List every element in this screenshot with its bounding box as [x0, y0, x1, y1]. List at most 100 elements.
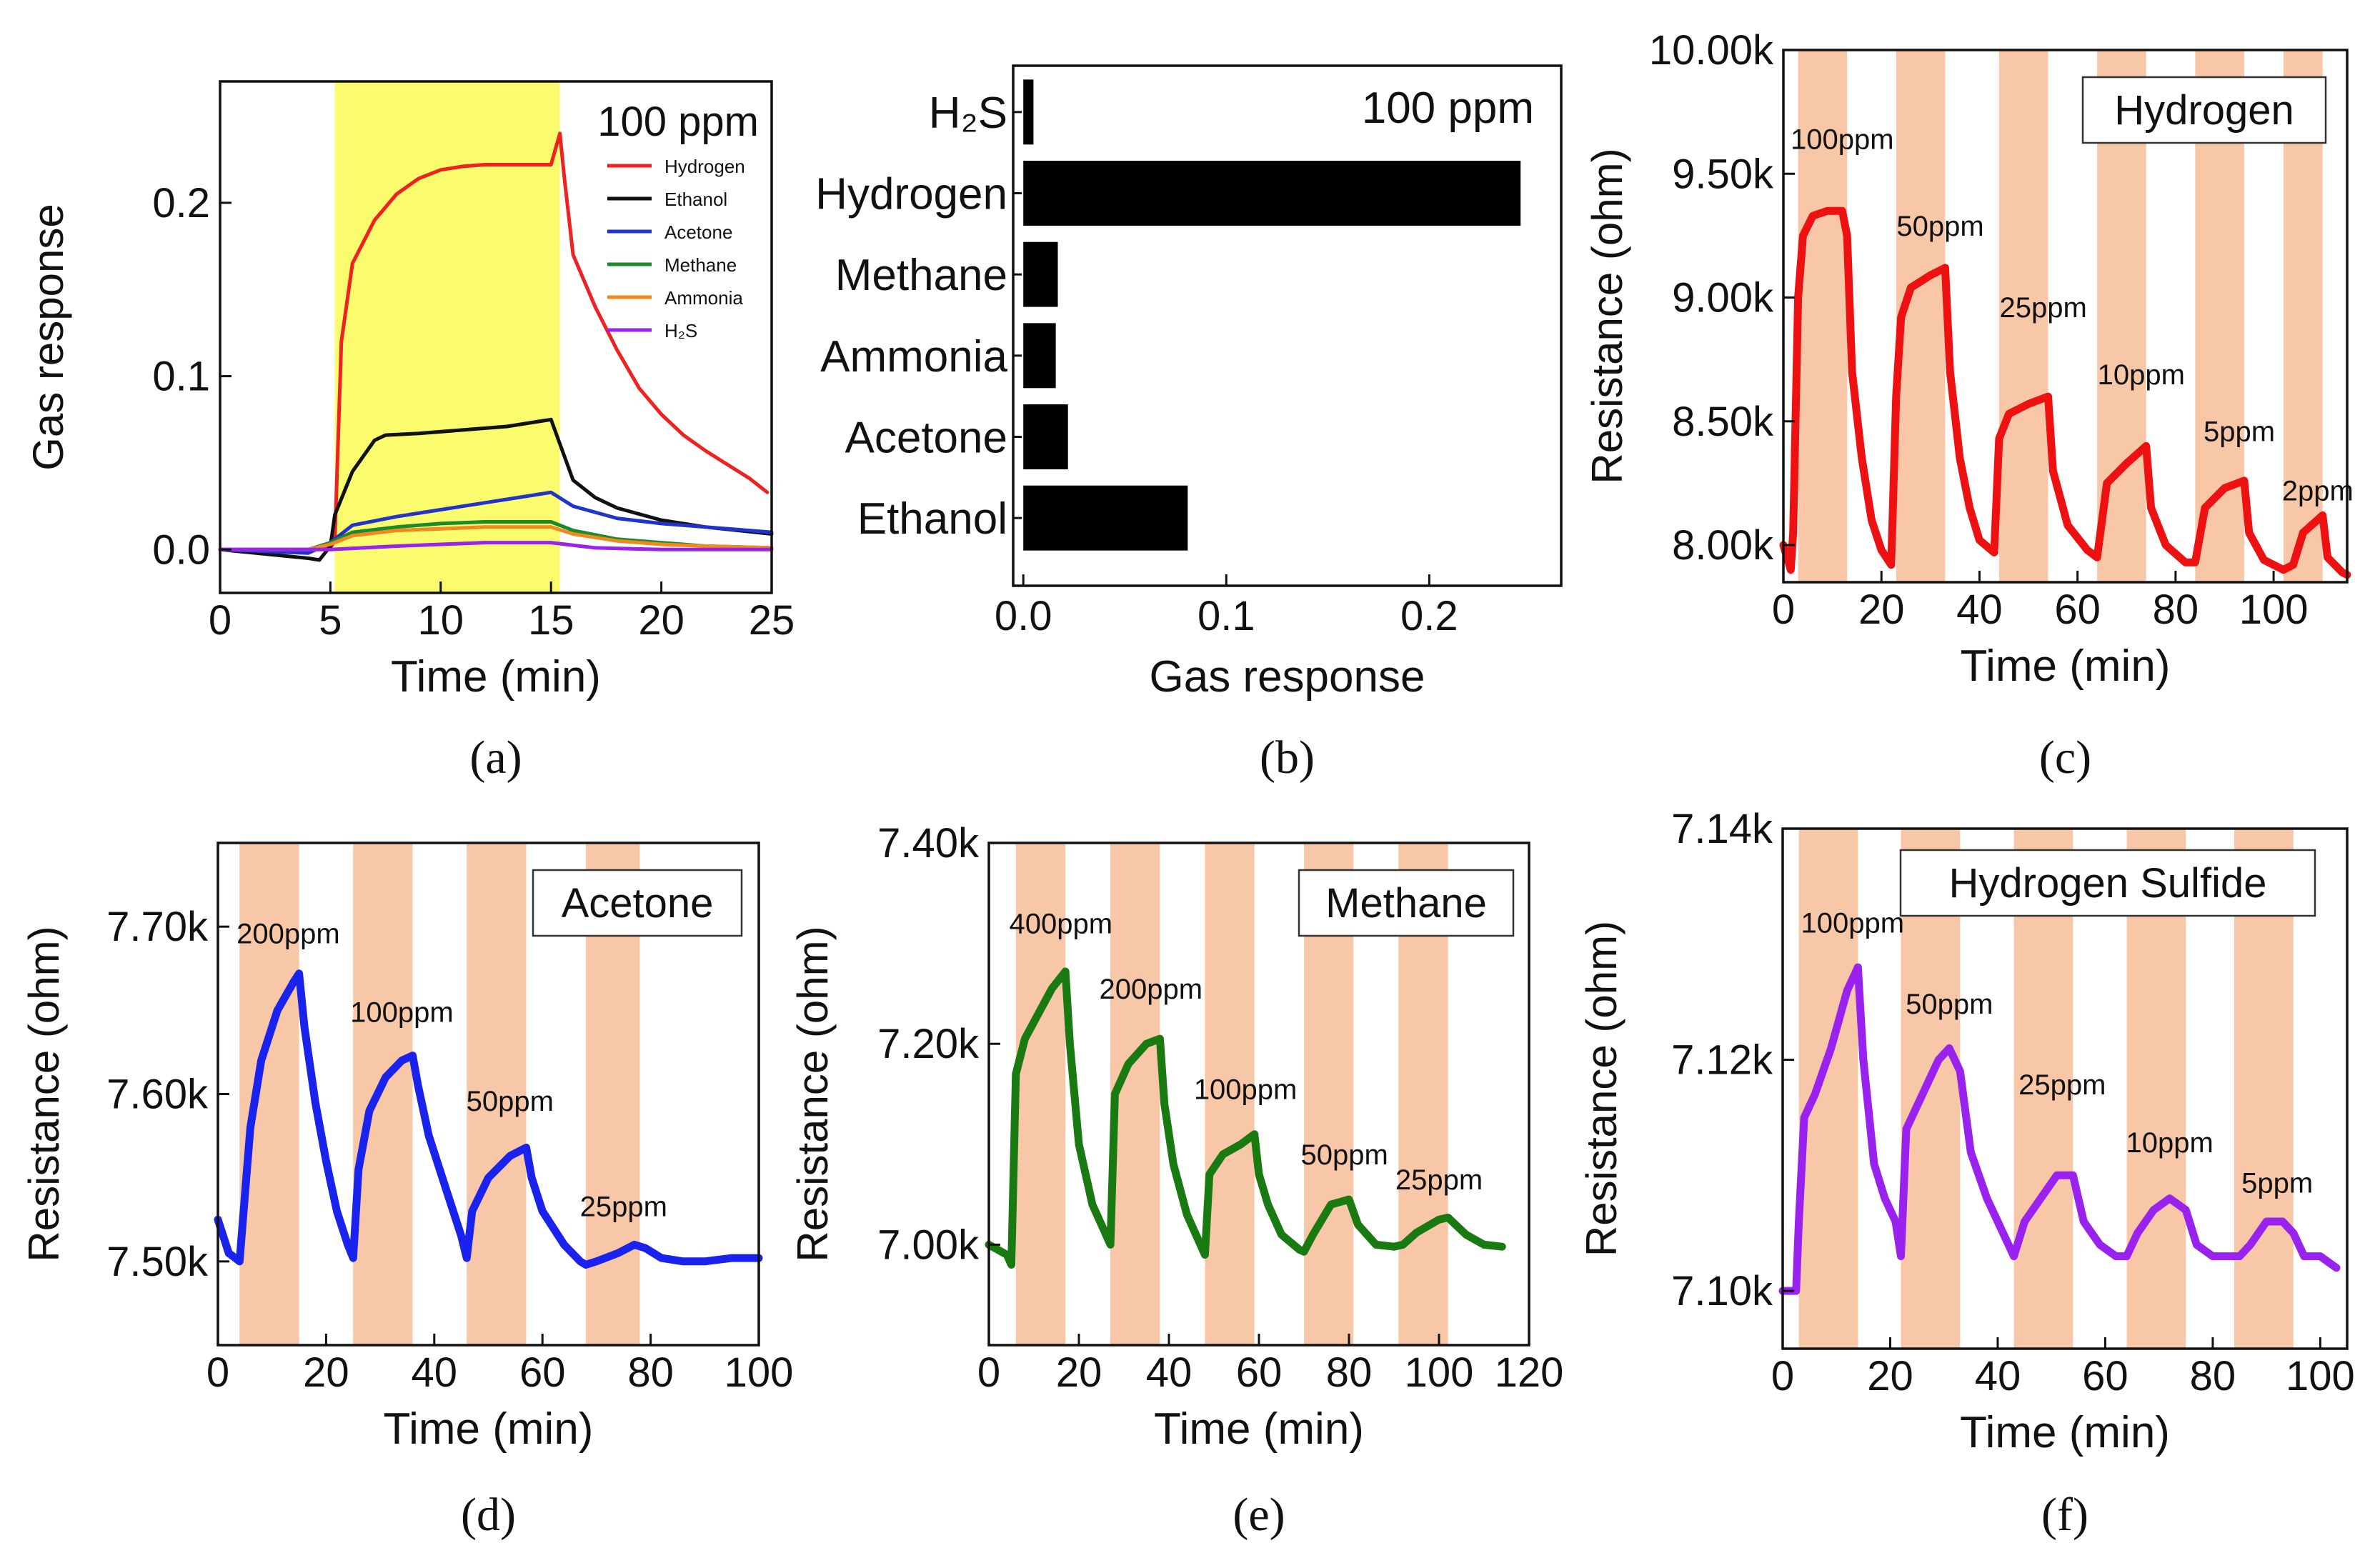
x-tick-label: 20 [303, 1349, 349, 1396]
pulse-label: 200ppm [1100, 974, 1203, 1005]
y-tick-label: 7.00k [877, 1222, 980, 1268]
gas-name-label: Hydrogen [2114, 87, 2294, 134]
y-axis-label: Resistance (ohm) [20, 926, 68, 1262]
pulse-label: 25ppm [580, 1192, 667, 1223]
pulse-label: 5ppm [2241, 1168, 2313, 1199]
x-tick-label: 40 [1975, 1353, 2021, 1399]
gas-name-label: Methane [1325, 880, 1487, 927]
pulse-label: 50ppm [1906, 989, 1993, 1020]
pulse-label: 25ppm [1395, 1164, 1483, 1196]
bar [1023, 161, 1521, 226]
plot-frame [1782, 49, 2349, 584]
exposure-window [1205, 843, 1255, 1345]
x-tick-label: 0 [1771, 1353, 1794, 1399]
pulse-label: 100ppm [1801, 908, 1905, 939]
x-tick-label: 20 [1867, 1353, 1913, 1399]
plot-frame [1781, 827, 2349, 1350]
panel-label: (d) [461, 1489, 516, 1541]
series-line-d [214, 969, 763, 1269]
series-line-e [985, 967, 1506, 1269]
x-axis-label: Gas response [1150, 652, 1425, 701]
exposure-window [1015, 843, 1066, 1345]
panel-d: 0 20 40 60 80 100 7.50k 7.60k 7.70k Time (min) Res… [20, 842, 794, 1541]
x-tick-label: 100 [2286, 1353, 2355, 1399]
x-tick-label: 15 [528, 597, 574, 644]
x-tick-label: 60 [1236, 1349, 1283, 1396]
legend-label: Ethanol [664, 189, 727, 210]
x-tick-label: 40 [412, 1349, 458, 1396]
y-tick-label: 7.10k [1671, 1268, 1773, 1314]
annotation-box [1899, 849, 2316, 917]
y-tick-label: 9.50k [1672, 151, 1774, 197]
y-tick-label: 0.0 [152, 526, 210, 573]
y-tick-label: 8.50k [1672, 399, 1774, 445]
pulse-label: 50ppm [1896, 211, 1983, 242]
pulse-label: 400ppm [1010, 909, 1113, 940]
legend-label: H₂S [664, 320, 697, 341]
x-tick-label: 20 [1056, 1349, 1102, 1396]
x-tick-label: 100 [725, 1349, 794, 1396]
exposure-window [239, 843, 299, 1345]
pulse-label: 50ppm [1301, 1139, 1388, 1171]
bar [1023, 485, 1188, 551]
category-label: H₂S [929, 89, 1007, 138]
pulse-label: 100ppm [350, 997, 454, 1029]
category-label: Acetone [845, 414, 1007, 463]
pulse-label: 25ppm [2018, 1069, 2106, 1101]
x-tick-label: 20 [1858, 586, 1905, 633]
panel-f: 0 20 40 60 80 100 7.10k 7.12k 7.14k Time (min) Res… [1578, 806, 2355, 1541]
x-axis-label: Time (min) [1960, 1408, 2170, 1457]
plot-frame [219, 80, 773, 594]
pulse-label: 100ppm [1194, 1074, 1298, 1106]
x-tick-label: 0.2 [1400, 593, 1458, 639]
annotation-box [2081, 76, 2327, 144]
x-tick-label: 120 [1495, 1349, 1564, 1396]
bar [1023, 323, 1056, 389]
x-tick-label: 0 [206, 1349, 229, 1396]
x-tick-label: 40 [1146, 1349, 1193, 1396]
x-tick-label: 80 [2190, 1353, 2236, 1399]
y-tick-label: 7.50k [106, 1239, 209, 1285]
y-tick-label: 10.00k [1649, 27, 1774, 74]
panel-e: 0 20 40 60 80 100 120 7.00k 7.20k 7.40k Time (min)… [789, 820, 1563, 1541]
exposure-window [1798, 50, 1848, 582]
pulse-label: 2ppm [2282, 476, 2354, 507]
y-tick-label: 7.14k [1671, 806, 1773, 852]
x-tick-label: 60 [519, 1349, 566, 1396]
x-tick-label: 40 [1956, 586, 2003, 633]
series-line-h-s [218, 541, 774, 551]
x-tick-label: 25 [749, 597, 795, 644]
legend-label: Methane [664, 254, 737, 276]
x-tick-label: 60 [2054, 586, 2101, 633]
panel-label: (a) [469, 731, 522, 784]
exposure-region [334, 81, 560, 593]
exposure-window [1798, 829, 1858, 1349]
y-tick-label: 8.00k [1672, 522, 1774, 569]
annotation-box [532, 869, 743, 937]
pulse-label: 50ppm [467, 1086, 554, 1117]
bar [1023, 79, 1034, 145]
annotation-box [1298, 869, 1515, 937]
x-tick-label: 0 [977, 1349, 1000, 1396]
exposure-window [1998, 50, 2048, 582]
x-axis-label: Time (min) [384, 1404, 594, 1454]
panel-c: 0 20 40 60 80 100 8.00k 8.50k 9.00k 9.50k 10.00k Ti… [1583, 27, 2354, 784]
x-axis-label: Time (min) [1961, 641, 2171, 691]
x-tick-label: 0 [209, 597, 231, 644]
pulse-label: 100ppm [1791, 124, 1894, 156]
series-line-f [1778, 963, 2341, 1295]
panel-label: (b) [1260, 731, 1315, 784]
gas-name-label: Acetone [562, 880, 714, 927]
series-line-ammonia [218, 525, 774, 551]
bar [1023, 404, 1068, 469]
x-tick-label: 0 [1772, 586, 1795, 633]
x-axis-label: Time (min) [391, 652, 601, 701]
y-axis-label: Resistance (ohm) [1583, 148, 1631, 484]
concentration-label: 100 ppm [597, 99, 759, 145]
panel-b: H₂S Hydrogen Methane Ammonia Acetone Ethanol 0… [815, 64, 1563, 784]
y-tick-label: 7.60k [106, 1072, 209, 1118]
gas-name-label: Hydrogen Sulfide [1949, 860, 2267, 907]
pulse-label: 5ppm [2204, 416, 2275, 447]
category-label: Hydrogen [815, 170, 1007, 219]
